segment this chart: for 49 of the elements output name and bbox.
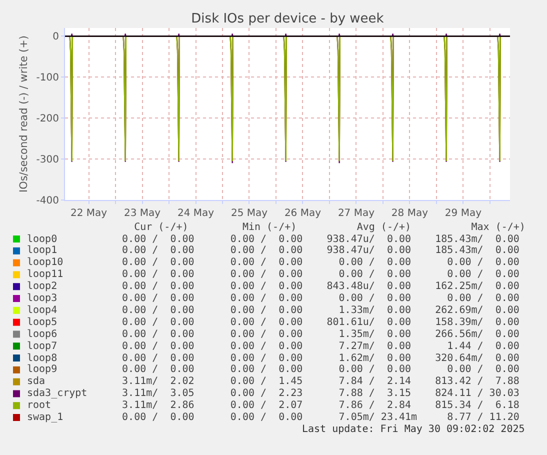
text: 0.00 / 0.00 0.00 / 0.00 843.48u/ 0.00 162.25m/ 0.00 xyxy=(110,281,520,292)
legend-label: loop5 xyxy=(27,317,58,328)
text: 0.00 / 0.00 0.00 / 0.00 7.27m/ 0.00 1.44 / 0.00 xyxy=(110,341,520,352)
legend-label: loop6 xyxy=(27,329,58,340)
y-axis-title: IOs/second read (-) / write (+) xyxy=(18,35,30,193)
text: 0.00 / 0.00 0.00 / 0.00 1.35m/ 0.00 266.56m/ 0.00 xyxy=(110,329,520,340)
y-tick-label: -300 xyxy=(36,154,59,166)
legend-label: loop4 xyxy=(27,305,58,316)
text: Last update: Fri May 30 09:02:02 2025 xyxy=(302,424,525,435)
text: 0.00 / 0.00 0.00 / 0.00 938.47u/ 0.00 185.43m/ 0.00 xyxy=(110,245,520,256)
text: 0.00 / 0.00 0.00 / 0.00 1.62m/ 0.00 320.64m/ 0.00 xyxy=(110,353,520,364)
legend-label: swap_1 xyxy=(27,412,64,423)
legend-label: loop9 xyxy=(27,364,58,375)
legend-label: sda3_crypt xyxy=(27,388,88,399)
chart-title: Disk IOs per device - by week xyxy=(191,12,384,27)
y-tick-label: -100 xyxy=(36,72,59,84)
legend-label: loop10 xyxy=(27,257,64,268)
legend-label: loop2 xyxy=(27,281,58,292)
legend-label: root xyxy=(27,400,52,411)
text: 3.11m/ 2.86 0.00 / 2.07 7.86 / 2.84 815.34 / 6.18 xyxy=(110,400,520,411)
legend-label: sda xyxy=(27,376,46,387)
legend-label: loop1 xyxy=(27,245,58,256)
x-tick-label: 26 May xyxy=(284,208,322,219)
text: 3.11m/ 2.02 0.00 / 1.45 7.84 / 2.14 813.42 / 7.88 xyxy=(110,376,520,387)
text: 3.11m/ 3.05 0.00 / 2.23 7.88 / 3.15 824.11 / 30.03 xyxy=(110,388,520,399)
legend-label: loop11 xyxy=(27,269,64,280)
legend-label: loop7 xyxy=(27,341,58,352)
text: 0.00 / 0.00 0.00 / 0.00 801.61u/ 0.00 158.39m/ 0.00 xyxy=(110,317,520,328)
y-tick-label: -400 xyxy=(36,196,59,206)
text: 0.00 / 0.00 0.00 / 0.00 0.00 / 0.00 0.00 / 0.00 xyxy=(110,293,520,304)
x-tick-label: 25 May xyxy=(230,208,268,219)
text: 0.00 / 0.00 0.00 / 0.00 938.47u/ 0.00 185.43m/ 0.00 xyxy=(110,234,520,245)
text: Cur (-/+) Min (-/+) Avg (-/+) Max (-/+) xyxy=(110,222,526,233)
x-tick-label: 24 May xyxy=(177,208,214,219)
text: 0.00 / 0.00 0.00 / 0.00 7.05m/ 23.41m 8.77 / 11.20 xyxy=(110,412,520,423)
legend-label: loop0 xyxy=(27,234,58,245)
text: 0.00 / 0.00 0.00 / 0.00 0.00 / 0.00 0.00 / 0.00 xyxy=(110,364,520,375)
x-tick-label: 28 May xyxy=(391,208,428,219)
text: 0.00 / 0.00 0.00 / 0.00 1.33m/ 0.00 262.69m/ 0.00 xyxy=(110,305,520,316)
x-tick-label: 23 May xyxy=(124,208,161,219)
legend-label: loop3 xyxy=(27,293,58,304)
text: 0.00 / 0.00 0.00 / 0.00 0.00 / 0.00 0.00 / 0.00 xyxy=(110,257,520,268)
x-tick-label: 22 May xyxy=(70,208,108,219)
legend-label: loop8 xyxy=(27,353,58,364)
x-tick-label: 29 May xyxy=(444,208,482,219)
x-tick-label: 27 May xyxy=(338,208,375,219)
text: 0.00 / 0.00 0.00 / 0.00 0.00 / 0.00 0.00 / 0.00 xyxy=(110,269,520,280)
y-tick-label: 0 xyxy=(52,32,59,43)
y-tick-label: -200 xyxy=(36,114,59,125)
